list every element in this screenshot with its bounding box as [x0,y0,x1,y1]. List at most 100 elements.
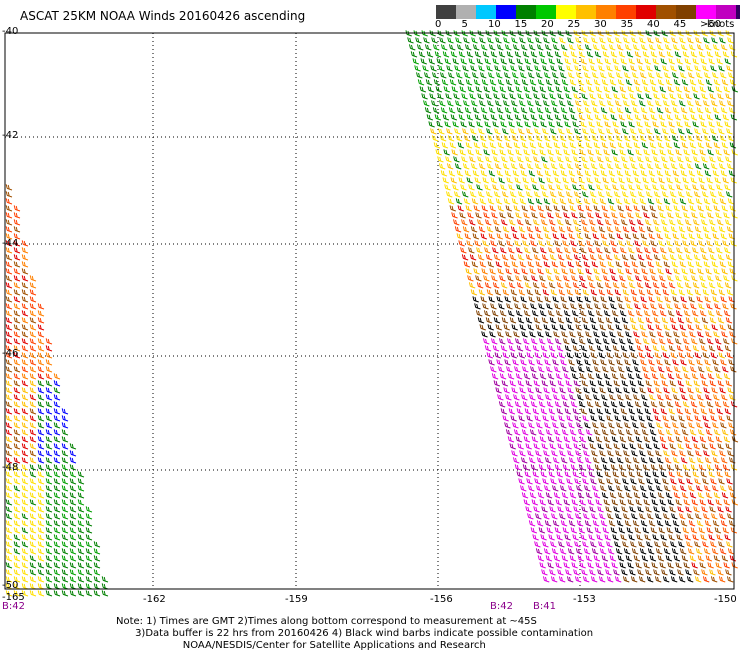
wind-barb [5,408,13,415]
wind-barb [454,65,461,72]
wind-barb [643,562,650,569]
wind-barb [654,576,662,583]
wind-barb [591,135,599,142]
wind-barb [61,548,69,555]
wind-barb [687,450,694,457]
wind-barb [29,555,37,562]
wind-barb [5,415,13,422]
wind-barb [542,163,550,170]
wind-barb [692,121,699,128]
wind-barb [577,429,585,436]
wind-barb [549,317,557,324]
wind-barb [509,380,517,387]
wind-barb [13,485,21,492]
wind-barb [426,114,434,121]
map-frame [4,32,735,590]
wind-barb [700,534,707,541]
wind-barb [93,569,101,576]
wind-barb [715,310,723,317]
wind-barb [53,513,61,520]
wind-barb [423,100,430,107]
wind-barb [572,58,579,65]
wind-barb [616,520,624,527]
wind-barb [37,527,45,534]
wind-barb [480,296,487,303]
wind-barb [469,254,477,261]
wind-barb [594,366,601,373]
wind-barb [480,72,487,79]
wind-barb [588,282,596,289]
wind-barb [548,471,555,478]
wind-barb [659,310,667,317]
wind-barb [598,191,605,198]
wind-barb [37,422,45,429]
wind-barb [463,198,471,205]
wind-barb [697,142,705,149]
wind-barb [623,324,630,331]
wind-barb [687,548,695,555]
wind-barb [563,275,570,282]
wind-barb [563,562,570,569]
wind-barb [668,534,675,541]
wind-barb [5,240,13,247]
wind-barb [594,527,602,534]
wind-barb [678,541,685,548]
wind-barb [621,93,628,100]
wind-barb [503,198,511,205]
wind-barb [13,569,21,576]
wind-barb [509,93,516,100]
wind-barb [636,408,644,415]
wind-barb [718,128,725,135]
wind-barb [457,142,465,149]
wind-barb [532,58,539,65]
wind-barb [500,408,508,415]
wind-barb [655,37,662,44]
wind-barb [5,198,13,205]
wind-barb [498,177,505,184]
wind-barb [515,212,522,219]
wind-barb [617,79,625,86]
wind-barb [601,142,609,149]
wind-barb [654,226,662,233]
wind-barb [551,37,558,44]
wind-barb [597,380,605,387]
wind-barb [557,317,565,324]
wind-barb [547,562,554,569]
wind-barb [556,282,564,289]
wind-barb [694,65,701,72]
wind-barb [621,254,629,261]
wind-barb [556,345,564,352]
wind-barb [526,163,534,170]
wind-barb [569,268,576,275]
wind-barb [601,555,609,562]
wind-barb [636,345,644,352]
wind-barb [591,261,599,268]
wind-barb [450,51,458,58]
wind-barb [649,142,657,149]
wind-barb [609,79,617,86]
wind-barb [45,436,53,443]
wind-barb [533,254,541,261]
wind-barb [537,331,544,338]
wind-barb [624,170,632,177]
wind-barb [673,268,680,275]
wind-barb [726,191,733,198]
wind-barb [21,268,29,275]
wind-barb [37,408,45,415]
wind-barb [650,177,657,184]
wind-barb [629,254,637,261]
wind-barb [674,527,682,534]
wind-barb [683,562,690,569]
wind-barb [631,100,638,107]
wind-barb [462,191,469,198]
wind-barb [690,527,698,534]
wind-barb [639,261,647,268]
wind-barb [21,387,29,394]
wind-barb [549,443,556,450]
wind-barb [670,289,678,296]
wind-barb [45,541,53,548]
wind-barb [507,149,514,156]
wind-barb [576,485,583,492]
wind-barb [502,352,509,359]
wind-barb [592,72,599,79]
